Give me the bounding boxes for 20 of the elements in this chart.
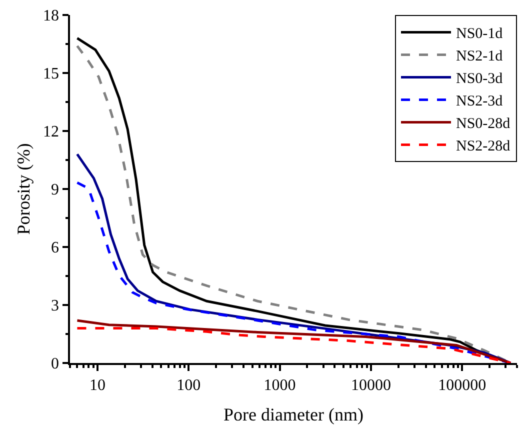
x-tick-label: 10 bbox=[89, 376, 106, 394]
x-tick-label: 100000 bbox=[438, 376, 486, 394]
y-tick-label: 9 bbox=[51, 182, 60, 199]
x-tick-label: 10000 bbox=[350, 376, 391, 394]
legend-label: NS0-28d bbox=[456, 116, 511, 132]
x-tick-label: 100 bbox=[176, 376, 201, 394]
y-tick-label: 18 bbox=[43, 8, 60, 25]
y-tick-label: 12 bbox=[43, 124, 60, 141]
y-axis-title: Porosity (%) bbox=[14, 143, 34, 235]
x-tick-label: 1000 bbox=[264, 376, 296, 394]
legend-label: NS2-3d bbox=[456, 94, 504, 110]
legend-label: NS2-28d bbox=[456, 138, 511, 155]
y-tick-label: 0 bbox=[51, 356, 60, 373]
legend-label: NS2-1d bbox=[456, 48, 504, 65]
y-tick-label: 3 bbox=[51, 298, 60, 315]
legend-label: NS0-1d bbox=[456, 26, 504, 42]
y-tick-label: 15 bbox=[43, 66, 60, 83]
y-tick-label: 6 bbox=[51, 240, 60, 257]
legend-label: NS0-3d bbox=[456, 71, 504, 88]
x-axis-title: Pore diameter (nm) bbox=[224, 404, 364, 425]
